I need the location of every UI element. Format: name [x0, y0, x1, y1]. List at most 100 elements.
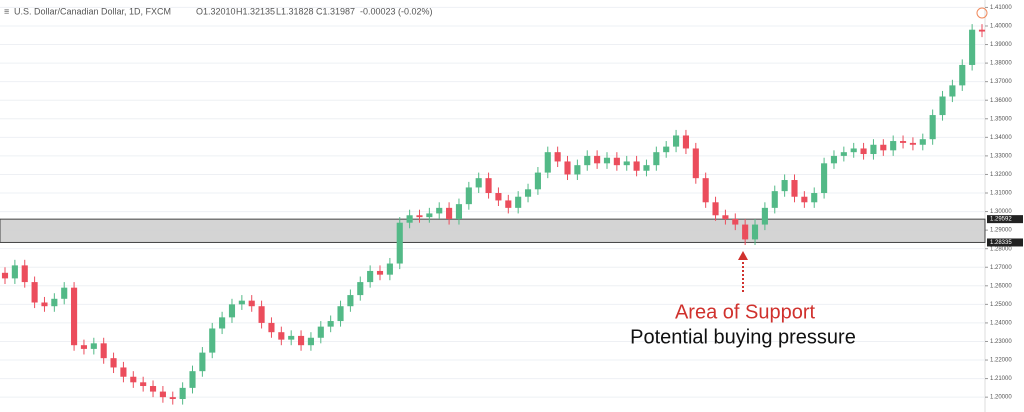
candle-body	[11, 265, 18, 279]
candle-body	[890, 141, 897, 151]
candle-body	[840, 152, 847, 156]
candle-body	[801, 196, 808, 203]
candle-body	[446, 207, 453, 219]
y-tick-label: 1.37000	[990, 79, 1012, 85]
y-tick-label: 1.34000	[990, 135, 1012, 141]
candle-body	[258, 306, 265, 323]
candle-body	[524, 189, 532, 197]
candle-body	[110, 358, 117, 368]
change: -0.00023 (-0.02%)	[360, 6, 433, 16]
y-tick-label: 1.32000	[990, 172, 1012, 178]
candle-body	[455, 204, 463, 219]
alert-icon[interactable]	[976, 7, 988, 19]
candle-body	[682, 135, 689, 149]
zone-price-label: 1.28335	[990, 240, 1012, 246]
candle-body	[406, 215, 413, 223]
candle-body	[140, 382, 147, 387]
candle-body	[61, 287, 68, 299]
candle-body	[307, 337, 314, 346]
y-tick-label: 1.28000	[990, 246, 1012, 252]
candle-body	[337, 306, 344, 322]
candle-body	[623, 161, 630, 166]
candle-body	[791, 180, 798, 197]
candle-body	[939, 96, 946, 116]
y-tick-label: 1.20000	[990, 395, 1012, 401]
candle-body	[426, 213, 433, 218]
candle-body	[416, 215, 423, 218]
low: L1.31828	[276, 6, 314, 16]
candle-body	[268, 322, 275, 333]
candle-body	[367, 270, 374, 283]
y-tick-label: 1.29000	[990, 228, 1012, 234]
candle-body	[485, 178, 492, 194]
zone-price-tag	[987, 215, 1023, 224]
support-zone	[0, 218, 986, 243]
candle-body	[603, 157, 611, 164]
y-tick-label: 1.30000	[990, 209, 1012, 215]
candle-body	[742, 224, 749, 240]
candle-body	[554, 152, 561, 162]
open: O1.32010	[196, 6, 236, 16]
candle-body	[722, 215, 729, 219]
candle-body	[189, 371, 196, 388]
y-tick-label: 1.25000	[990, 302, 1012, 308]
candle-body	[238, 300, 245, 305]
y-tick-label: 1.22000	[990, 358, 1012, 364]
y-tick-label: 1.27000	[990, 265, 1012, 271]
candle-body	[850, 148, 857, 153]
candle-body	[31, 282, 38, 303]
candle-body	[781, 180, 788, 192]
candle-body	[633, 161, 640, 171]
y-tick-label: 1.26000	[990, 283, 1012, 289]
candle-body	[919, 139, 926, 145]
candle-body	[909, 142, 916, 145]
candle-body	[317, 326, 324, 338]
candle-body	[771, 191, 778, 208]
candle-body	[396, 222, 403, 264]
menu-icon: ≡	[4, 6, 9, 16]
candle-body	[386, 263, 393, 275]
candle-body	[830, 155, 838, 164]
candle-body	[811, 193, 818, 203]
y-tick-label: 1.35000	[990, 116, 1012, 122]
candle-body	[643, 165, 650, 171]
candle-body	[594, 155, 601, 164]
candle-body	[71, 287, 78, 346]
candle-body	[515, 196, 522, 208]
y-tick-label: 1.41000	[990, 5, 1012, 11]
candle-body	[1, 272, 9, 279]
candle-body	[357, 282, 364, 296]
symbol: U.S. Dollar/Canadian Dollar, 1D, FXCM	[14, 6, 171, 16]
candle-body	[761, 207, 768, 225]
candle-body	[860, 148, 867, 155]
candle-body	[90, 343, 97, 349]
candle-body	[209, 328, 216, 353]
candle-body	[663, 146, 670, 153]
candles	[1, 24, 986, 405]
candle-body	[821, 163, 828, 194]
candle-body	[278, 332, 285, 340]
candle-body	[159, 391, 166, 398]
candle-body	[505, 200, 512, 208]
high: H1.32135	[236, 6, 275, 16]
candle-body	[465, 187, 472, 205]
y-tick-label: 1.31000	[990, 191, 1012, 197]
candle-body	[21, 265, 28, 283]
y-tick-label: 1.38000	[990, 61, 1012, 67]
price-axis-bg	[985, 0, 1024, 412]
candle-body	[949, 85, 956, 97]
support-zone-layer	[0, 218, 986, 243]
candle-body	[564, 161, 571, 175]
candle-body	[199, 352, 206, 372]
candle-body	[80, 345, 88, 349]
annotation-subtitle: Potential buying pressure	[630, 326, 856, 348]
candle-body	[179, 387, 186, 400]
candle-body	[298, 335, 305, 346]
y-tick-label: 1.23000	[990, 339, 1012, 345]
close: C1.31987	[316, 6, 355, 16]
candle-body	[544, 152, 551, 173]
candle-body	[347, 295, 354, 307]
y-tick-label: 1.39000	[990, 42, 1012, 48]
